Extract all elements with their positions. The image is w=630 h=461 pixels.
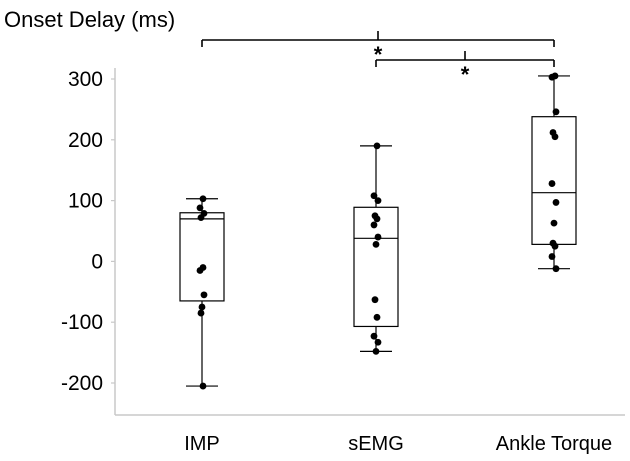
data-point [548, 180, 556, 187]
data-point [548, 253, 556, 260]
data-point [552, 199, 560, 206]
box [353, 206, 399, 328]
significance-brackets: ** [201, 31, 555, 87]
data-point [370, 332, 378, 340]
y-tick-label: 300 [68, 68, 103, 91]
data-point [197, 309, 205, 317]
data-point [551, 242, 559, 250]
data-point [196, 267, 204, 274]
y-tick-label: -100 [61, 311, 103, 334]
data-point [370, 192, 378, 200]
data-point [373, 215, 381, 223]
data-point [552, 265, 560, 273]
y-axis-ticks: -200 -100 0 100 200 300 [61, 68, 115, 395]
y-tick-label: 100 [68, 190, 103, 213]
data-point [199, 382, 207, 390]
data-point [374, 338, 382, 346]
data-point [548, 73, 556, 81]
y-tick-label: 200 [68, 129, 103, 152]
box-group [353, 142, 399, 355]
data-point [200, 291, 208, 299]
significance-label: * [374, 42, 383, 67]
box-group [531, 72, 577, 273]
y-tick-label: -200 [61, 372, 103, 395]
axes [114, 68, 625, 416]
significance-label: * [461, 62, 470, 87]
data-point [374, 197, 382, 205]
chart-title: Onset Delay (ms) [4, 7, 175, 32]
x-tick-label: sEMG [348, 433, 404, 455]
data-point [198, 303, 206, 311]
box-group [179, 195, 225, 390]
data-point [199, 195, 207, 203]
x-tick-label: Ankle Torque [496, 433, 612, 455]
data-point [371, 296, 379, 304]
data-point [372, 240, 380, 248]
data-point [373, 313, 381, 321]
x-tick-label: IMP [184, 433, 220, 455]
data-point [552, 108, 560, 116]
data-point [374, 233, 382, 241]
data-point [196, 204, 204, 212]
box-series [179, 72, 577, 390]
data-point [373, 142, 381, 150]
data-point [551, 133, 559, 141]
data-point [370, 221, 378, 229]
x-axis-labels: IMP sEMG Ankle Torque [184, 433, 612, 455]
data-point [197, 214, 205, 222]
data-point [372, 347, 380, 355]
significance-bracket: * [201, 31, 555, 67]
box [179, 212, 225, 302]
significance-bracket: * [375, 51, 555, 87]
data-point [550, 219, 558, 227]
y-tick-label: 0 [91, 250, 103, 273]
